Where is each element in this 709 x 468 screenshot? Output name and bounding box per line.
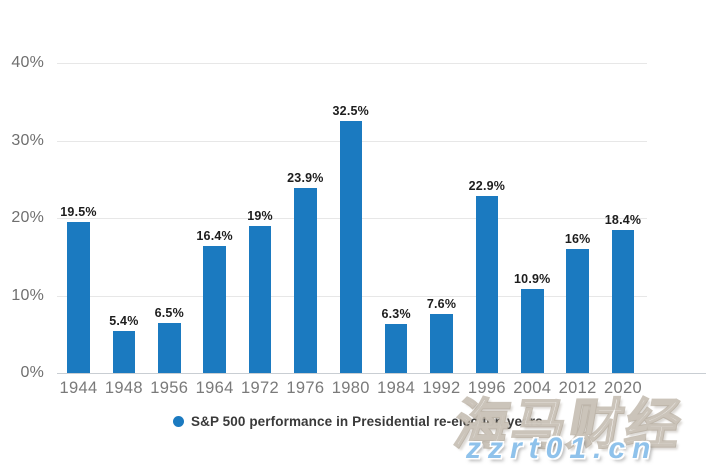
legend-marker-icon — [173, 416, 184, 427]
legend-label: S&P 500 performance in Presidential re-e… — [191, 414, 543, 429]
bar-value-label-1996: 22.9% — [468, 178, 506, 193]
bar-value-label-1984: 6.3% — [381, 307, 411, 322]
x-axis-label-1964: 1964 — [195, 379, 234, 397]
bar-value-label-1964: 16.4% — [196, 228, 233, 243]
y-axis-label-40%: 40% — [11, 54, 44, 71]
x-axis-label-2012: 2012 — [558, 379, 597, 397]
x-axis-label-1976: 1976 — [286, 379, 325, 397]
x-axis-line — [57, 373, 706, 374]
x-axis-label-1980: 1980 — [331, 379, 370, 397]
bar-1972 — [248, 225, 272, 373]
x-axis-label-2004: 2004 — [513, 379, 552, 397]
bar-value-label-1980: 32.5% — [332, 104, 369, 119]
bar-value-label-1972: 19% — [247, 208, 273, 223]
bar-1956 — [158, 322, 181, 373]
bar-value-label-1944: 19.5% — [60, 204, 97, 219]
gridline-40% — [57, 63, 647, 64]
bar-1944 — [67, 221, 90, 373]
bar-value-label-1992: 7.6% — [426, 297, 457, 312]
bar-2020 — [611, 230, 635, 373]
y-axis-label-10%: 10% — [11, 286, 44, 304]
y-axis-label-20%: 20% — [11, 209, 44, 226]
bar-value-label-1956: 6.5% — [154, 305, 184, 320]
x-axis-label-1996: 1996 — [467, 379, 506, 397]
bar-value-label-2012: 16% — [564, 232, 591, 246]
bar-1996 — [475, 195, 499, 373]
bar-1980 — [339, 121, 362, 373]
x-axis-label-1956: 1956 — [150, 379, 189, 397]
bar-2004 — [521, 288, 544, 373]
watermark-site-url: zzrt01.cn — [466, 432, 658, 465]
x-axis-label-1948: 1948 — [104, 379, 143, 397]
bar-1976 — [294, 187, 317, 373]
bar-1992 — [430, 314, 453, 373]
bar-value-label-2004: 10.9% — [514, 271, 551, 286]
x-axis-label-1984: 1984 — [377, 379, 416, 397]
legend: S&P 500 performance in Presidential re-e… — [173, 413, 543, 430]
bar-1964 — [203, 245, 226, 373]
bar-2012 — [566, 249, 589, 373]
y-axis-label-30%: 30% — [11, 131, 44, 149]
bar-1948 — [112, 331, 136, 373]
y-axis-label-0%: 0% — [20, 364, 44, 381]
x-axis-label-1972: 1972 — [241, 379, 279, 397]
bar-value-label-1948: 5.4% — [109, 314, 139, 329]
x-axis-label-1944: 1944 — [59, 379, 98, 397]
bar-1984 — [384, 324, 408, 373]
x-axis-label-2020: 2020 — [604, 379, 642, 397]
x-axis-label-1992: 1992 — [422, 379, 461, 397]
bar-value-label-2020: 18.4% — [604, 213, 642, 228]
bar-value-label-1976: 23.9% — [287, 170, 324, 185]
